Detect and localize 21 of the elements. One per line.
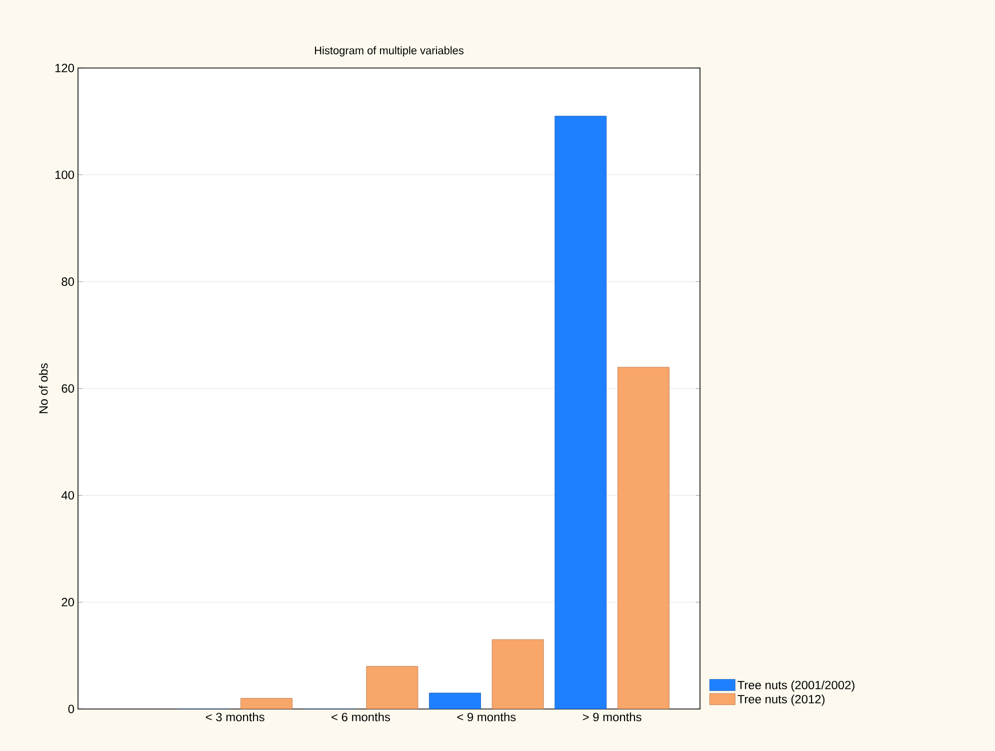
chart-title: Histogram of multiple variables	[315, 46, 464, 56]
bar	[429, 692, 481, 709]
y-axis-title: No of obs	[38, 363, 48, 414]
bar	[554, 116, 607, 709]
x-tick-label: > 9 months	[582, 712, 642, 722]
y-tick-label: 80	[62, 277, 74, 286]
y-tick-label: 100	[55, 170, 74, 180]
y-tick-label: 20	[62, 598, 74, 606]
bar	[366, 666, 418, 709]
bar	[240, 698, 292, 709]
y-tick-label: 0	[68, 704, 74, 714]
legend-label: Tree nuts (2012)	[738, 694, 824, 706]
x-tick-label: < 6 months	[332, 712, 390, 722]
legend-label: Tree nuts (2001/2002)	[738, 680, 854, 692]
x-tick-label: < 3 months	[206, 712, 264, 722]
y-tick-label: 120	[55, 64, 74, 72]
y-tick-label: 60	[62, 384, 74, 393]
bar	[618, 366, 670, 709]
y-tick-label: 40	[61, 491, 74, 500]
bar	[492, 639, 544, 709]
x-tick-label: < 9 months	[457, 712, 516, 722]
